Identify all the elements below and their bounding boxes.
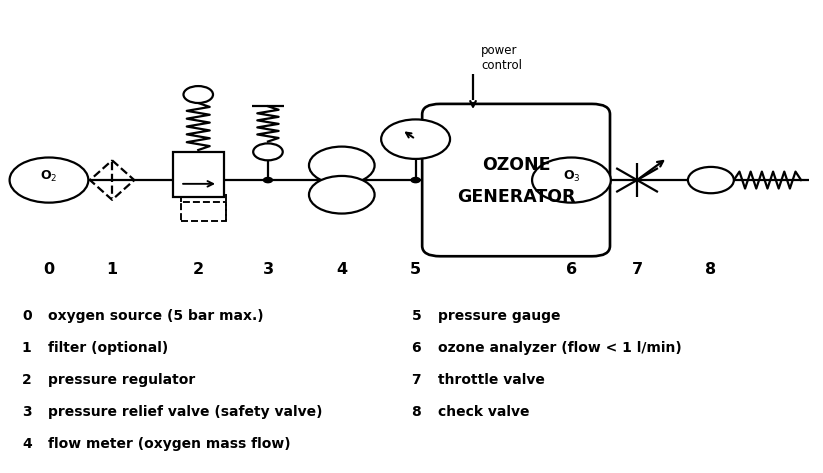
Text: 7: 7 — [631, 262, 643, 277]
Text: 2: 2 — [193, 262, 204, 277]
Circle shape — [10, 158, 88, 202]
Circle shape — [184, 86, 213, 103]
Text: 2: 2 — [22, 373, 31, 387]
Text: 5: 5 — [410, 262, 421, 277]
Circle shape — [309, 147, 374, 184]
Text: 4: 4 — [22, 438, 31, 451]
Text: 0: 0 — [44, 262, 54, 277]
Circle shape — [688, 167, 734, 193]
Text: ozone analyzer (flow < 1 l/min): ozone analyzer (flow < 1 l/min) — [438, 342, 681, 355]
Text: 8: 8 — [705, 262, 717, 277]
Text: O$_2$: O$_2$ — [40, 169, 58, 184]
FancyBboxPatch shape — [422, 104, 610, 256]
Text: 6: 6 — [566, 262, 577, 277]
Text: pressure gauge: pressure gauge — [438, 309, 560, 324]
Text: flow meter (oxygen mass flow): flow meter (oxygen mass flow) — [48, 438, 291, 451]
Text: check valve: check valve — [438, 405, 529, 420]
Bar — [180, 202, 226, 221]
Text: GENERATOR: GENERATOR — [457, 187, 575, 206]
Text: OZONE: OZONE — [481, 156, 551, 174]
Text: O$_3$: O$_3$ — [563, 169, 580, 184]
Text: pressure regulator: pressure regulator — [48, 373, 195, 387]
Circle shape — [532, 158, 611, 202]
Text: 4: 4 — [337, 262, 347, 277]
Text: 8: 8 — [412, 405, 421, 420]
Text: 6: 6 — [412, 342, 421, 355]
Text: filter (optional): filter (optional) — [48, 342, 169, 355]
Circle shape — [309, 176, 374, 213]
Text: throttle valve: throttle valve — [438, 373, 545, 387]
Circle shape — [381, 119, 450, 159]
Text: power
control: power control — [481, 44, 523, 72]
Text: 1: 1 — [22, 342, 31, 355]
Text: 1: 1 — [106, 262, 118, 277]
Text: 5: 5 — [412, 309, 421, 324]
Text: 7: 7 — [412, 373, 421, 387]
Text: pressure relief valve (safety valve): pressure relief valve (safety valve) — [48, 405, 323, 420]
Text: 0: 0 — [22, 309, 31, 324]
Text: 3: 3 — [263, 262, 273, 277]
Circle shape — [253, 143, 283, 160]
Circle shape — [412, 177, 420, 183]
Text: oxygen source (5 bar max.): oxygen source (5 bar max.) — [48, 309, 263, 324]
Text: 3: 3 — [22, 405, 31, 420]
Bar — [173, 152, 224, 197]
Circle shape — [263, 177, 272, 183]
